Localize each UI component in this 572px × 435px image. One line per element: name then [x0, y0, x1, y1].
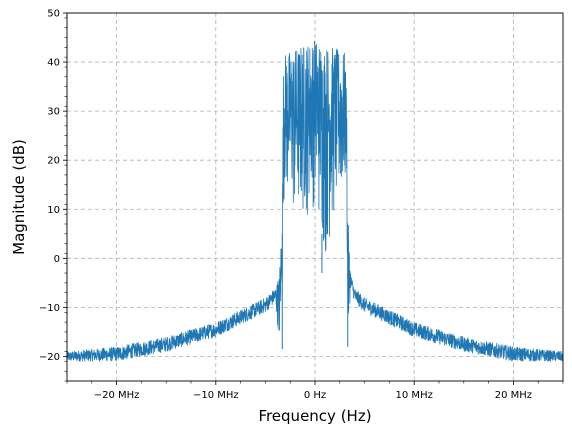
y-tick-label: 40	[47, 58, 60, 69]
x-tick-label: 0 Hz	[304, 390, 326, 401]
y-tick-label: 0	[54, 254, 60, 265]
ticks-group: −20 MHz −10 MHz 0 Hz 10 MHz 20 MHz −20 −10 0 10 2…	[39, 9, 564, 401]
x-tick-label: −10 MHz	[193, 390, 239, 401]
y-tick-label: 30	[47, 107, 60, 118]
y-tick-label: 20	[47, 156, 60, 167]
x-tick-label: 10 MHz	[396, 390, 433, 401]
y-tick-label: −20	[39, 352, 60, 363]
y-tick-label: 10	[47, 205, 60, 216]
series-group	[66, 40, 564, 362]
x-axis-label: Frequency (Hz)	[258, 407, 371, 425]
y-axis-label: Magnitude (dB)	[10, 139, 28, 255]
y-tick-label: 50	[47, 9, 60, 20]
x-tick-label: −20 MHz	[94, 390, 140, 401]
x-tick-label: 20 MHz	[495, 390, 532, 401]
y-tick-label: −10	[39, 303, 60, 314]
spectrum-line	[66, 40, 564, 362]
